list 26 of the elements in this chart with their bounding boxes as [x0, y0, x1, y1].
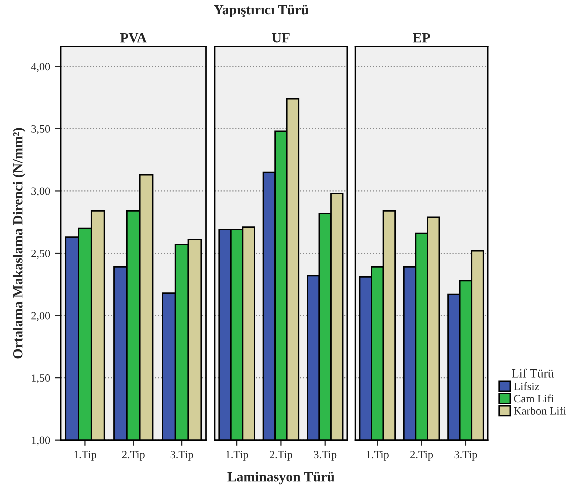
x-tick-label: 2.Tip [122, 451, 145, 461]
x-axis-title: Laminasyon Türü [228, 472, 335, 485]
y-axis-title: Ortalama Makaslama Direnci (N/mm²) [12, 128, 26, 359]
chart-title: EP [413, 33, 430, 43]
y-tick-label: 2,00 [32, 312, 50, 322]
x-tick-label: 2.Tip [410, 451, 434, 461]
legend-title: Lif Türü [512, 368, 554, 378]
y-tick-label: 3,50 [32, 125, 50, 135]
legend-label: Lifsiz [514, 382, 540, 390]
x-tick-label: 3.Tip [170, 451, 194, 461]
y-tick-label: 4,00 [31, 63, 50, 72]
legend-label: Cam Lifi [514, 394, 554, 403]
chart-title: PVA [120, 33, 147, 43]
legend-label: Karbon Lifi [514, 406, 566, 415]
x-tick-label: 1.Tip [226, 451, 248, 461]
y-tick-label: 1,00 [32, 436, 50, 446]
text: Yapıştırıcı Türü [214, 5, 309, 18]
x-tick-label: 1.Tip [366, 451, 389, 461]
chart-title: UF [272, 33, 290, 43]
y-tick-label: 2,50 [32, 250, 50, 260]
y-tick-label: 3,00 [32, 188, 50, 197]
x-tick-label: 2.Tip [270, 451, 292, 461]
x-tick-label: 3.Tip [314, 451, 337, 461]
x-tick-label: 3.Tip [454, 451, 478, 461]
y-tick-label: 1,50 [32, 374, 50, 384]
x-tick-label: 1.Tip [74, 451, 96, 461]
